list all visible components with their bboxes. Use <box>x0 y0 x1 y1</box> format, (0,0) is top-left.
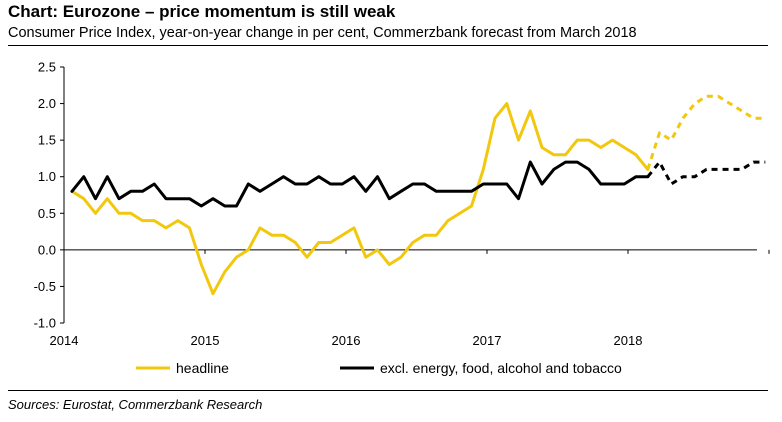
legend-label: headline <box>176 360 229 376</box>
bottom-divider <box>8 390 768 391</box>
x-tick-label: 2014 <box>50 333 79 348</box>
top-divider <box>8 45 768 46</box>
y-tick-label: 0.0 <box>38 242 56 257</box>
y-tick-label: -0.5 <box>34 279 56 294</box>
x-tick-label: 2018 <box>614 333 643 348</box>
series-line-core <box>70 160 650 208</box>
y-tick-label: 0.5 <box>38 206 56 221</box>
chart-subtitle: Consumer Price Index, year-on-year chang… <box>8 25 637 41</box>
series-forecast-headline <box>646 94 766 170</box>
y-tick-label: 2.5 <box>38 60 56 75</box>
y-tick-label: -1.0 <box>34 316 56 331</box>
legend-label: excl. energy, food, alcohol and tobacco <box>380 360 622 376</box>
series-forecast-core <box>646 160 766 186</box>
series-line-headline <box>70 102 650 296</box>
x-tick-label: 2015 <box>191 333 220 348</box>
chart-title: Chart: Eurozone – price momentum is stil… <box>8 2 396 21</box>
y-tick-label: 1.5 <box>38 133 56 148</box>
y-tick-label: 2.0 <box>38 96 56 111</box>
source-note: Sources: Eurostat, Commerzbank Research <box>8 397 263 412</box>
x-tick-label: 2016 <box>332 333 361 348</box>
x-tick-label: 2017 <box>473 333 502 348</box>
y-tick-label: 1.0 <box>38 169 56 184</box>
